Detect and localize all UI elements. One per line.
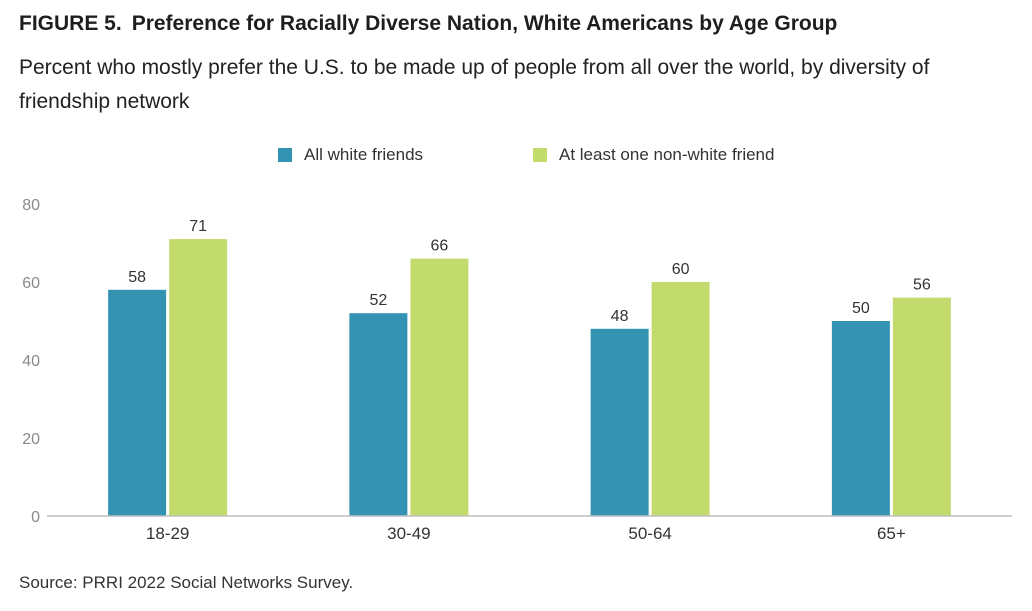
legend-label-non-white: At least one non-white friend	[559, 145, 775, 164]
x-tick-label: 50-64	[628, 524, 671, 543]
chart-subtitle: Percent who mostly prefer the U.S. to be…	[19, 56, 930, 113]
y-tick-label: 80	[22, 197, 40, 214]
source-note: Source: PRRI 2022 Social Networks Survey…	[19, 573, 354, 592]
bar-all-white	[590, 328, 649, 516]
y-tick-label: 40	[22, 353, 40, 370]
bar-all-white	[108, 289, 167, 516]
data-label: 56	[913, 277, 931, 294]
bar-all-white	[349, 313, 408, 516]
bar-non-white	[169, 239, 228, 516]
chart-title: FIGURE 5. Preference for Racially Diverse…	[19, 12, 837, 36]
legend-swatch-non-white	[533, 148, 547, 162]
data-label: 66	[430, 238, 448, 255]
y-tick-label: 60	[22, 275, 40, 292]
data-label: 50	[852, 300, 870, 317]
x-tick-label: 30-49	[387, 524, 430, 543]
data-label: 52	[369, 292, 387, 309]
legend-item-non-white: At least one non-white friend	[533, 143, 774, 167]
legend-swatch-all-white	[278, 148, 292, 162]
bar-all-white	[831, 321, 890, 516]
bar-non-white	[892, 297, 951, 516]
bar-non-white	[410, 258, 469, 516]
bar-non-white	[651, 282, 710, 516]
legend: All white friends At least one non-white…	[0, 143, 1032, 167]
data-label: 60	[672, 261, 690, 278]
x-tick-label: 65+	[877, 524, 906, 543]
legend-label-all-white: All white friends	[304, 145, 424, 164]
y-tick-label: 20	[22, 431, 40, 448]
title-text: Preference for Racially Diverse Nation, …	[131, 12, 838, 35]
figure-label: FIGURE 5.	[19, 12, 122, 35]
data-label: 48	[611, 308, 629, 325]
data-label: 71	[189, 218, 207, 235]
data-label: 58	[128, 269, 146, 286]
legend-item-all-white: All white friends	[278, 143, 423, 167]
y-tick-label: 0	[31, 509, 40, 526]
x-tick-label: 18-29	[146, 524, 189, 543]
